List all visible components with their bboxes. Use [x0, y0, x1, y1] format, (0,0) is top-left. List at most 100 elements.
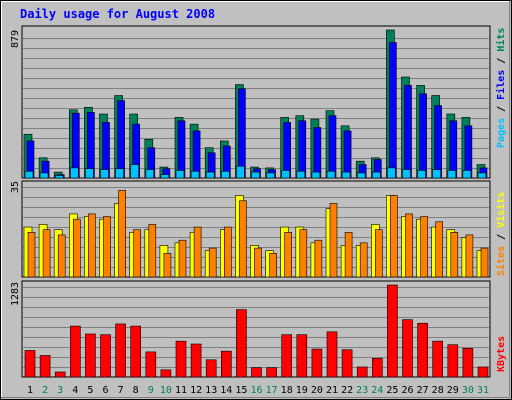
legend-slash-2: / — [496, 52, 507, 70]
pages-bar — [387, 167, 396, 179]
sites-bar — [359, 242, 368, 278]
x-tick-label: 28 — [432, 385, 444, 396]
kbytes-bar — [371, 358, 383, 378]
sites-bar — [314, 239, 323, 278]
sites-bar — [103, 216, 111, 278]
kbytes-bar — [85, 333, 96, 378]
kbytes-bar — [100, 334, 111, 378]
kbytes-bar — [387, 284, 398, 378]
kbytes-bar — [251, 367, 262, 378]
x-tick-label: 10 — [160, 385, 172, 396]
kbytes-bar — [160, 369, 172, 378]
legend-slash-1: / — [496, 100, 507, 118]
pages-bar — [311, 171, 321, 179]
x-tick-label: 24 — [371, 385, 383, 396]
pages-bar — [100, 169, 109, 179]
files-bar — [343, 130, 352, 179]
x-tick-label: 9 — [148, 385, 154, 396]
x-tick-label: 8 — [133, 385, 139, 396]
pages-bar — [296, 170, 306, 179]
legend-files: Files — [495, 70, 507, 100]
sites-bar — [42, 229, 51, 278]
pages-bar — [462, 170, 472, 179]
files-bar — [87, 112, 95, 179]
sites-bar — [465, 234, 474, 278]
pages-bar — [356, 172, 366, 179]
kbytes-bar — [296, 334, 308, 378]
sites-bar — [73, 218, 81, 278]
legend-slash-3: / — [496, 228, 507, 246]
kbytes-bar — [447, 344, 459, 378]
kbytes-bar — [39, 355, 51, 378]
files-bar — [328, 115, 337, 179]
pages-bar — [24, 170, 34, 179]
x-tick-label: 23 — [356, 385, 368, 396]
sites-bar — [374, 229, 383, 278]
x-tick-label: 29 — [447, 385, 459, 396]
sites-bar — [329, 203, 338, 278]
kbytes-bar — [70, 325, 81, 378]
x-tick-label: 21 — [326, 385, 338, 396]
pages-bar — [145, 169, 155, 179]
pages-bar — [402, 169, 411, 179]
x-axis-labels: 1 2 3 4 5 6 7 8 9 10 11 12 13 14 15 16 17 18 19 20 21 22 23 24 2… — [27, 385, 489, 396]
x-tick-label: 6 — [102, 385, 108, 396]
sites-bar — [390, 195, 398, 278]
sites-bar — [224, 226, 232, 278]
files-bar — [298, 120, 307, 179]
pages-bar — [160, 174, 170, 179]
x-tick-label: 16 — [250, 385, 262, 396]
x-tick-label: 18 — [281, 385, 293, 396]
x-tick-label: 26 — [401, 385, 413, 396]
bar-marks — [23, 29, 489, 378]
sites-bar — [27, 232, 36, 278]
pages-bar — [266, 172, 275, 179]
x-tick-label: 17 — [266, 385, 278, 396]
legend-kbytes: KBytes — [496, 336, 507, 372]
x-tick-label: 11 — [175, 385, 187, 396]
kbytes-bar — [54, 371, 66, 378]
kbytes-bar — [326, 331, 338, 378]
files-bar — [449, 120, 458, 179]
kbytes-bar — [477, 366, 489, 378]
pages-bar — [175, 170, 185, 179]
pages-bar — [190, 170, 200, 179]
legend-visits: Visits — [495, 192, 507, 228]
pages-bar — [39, 172, 49, 179]
x-tick-label: 1 — [27, 385, 33, 396]
x-tick-label: 27 — [417, 385, 429, 396]
files-bar — [192, 130, 201, 179]
pages-bar — [477, 172, 487, 179]
sites-bar — [405, 213, 413, 278]
panel1-max-label: 879 — [10, 30, 21, 48]
kbytes-bar — [341, 349, 353, 378]
pages-bar — [432, 169, 442, 179]
kbytes-bar — [311, 348, 323, 378]
kbytes-bar — [175, 340, 187, 378]
pages-bar — [115, 168, 124, 179]
pages-bar — [85, 168, 94, 179]
kbytes-bar — [205, 359, 217, 378]
kbytes-bar — [221, 350, 232, 378]
sites-bar — [118, 189, 126, 278]
x-tick-label: 4 — [72, 385, 78, 396]
files-bar — [434, 105, 443, 179]
kbytes-bar — [115, 323, 126, 378]
sites-bar — [163, 253, 172, 278]
files-bar — [177, 120, 186, 179]
x-tick-label: 22 — [341, 385, 353, 396]
kbytes-bar — [462, 348, 474, 378]
sites-bar — [269, 253, 277, 278]
sites-bar — [450, 232, 459, 278]
x-tick-label: 30 — [462, 385, 474, 396]
kbytes-bar — [145, 351, 157, 378]
sites-bar — [254, 247, 262, 278]
x-tick-label: 19 — [296, 385, 308, 396]
kbytes-bar — [432, 340, 444, 378]
x-tick-label: 12 — [190, 385, 202, 396]
pages-bar — [417, 170, 426, 179]
sites-bar — [480, 247, 489, 278]
pages-bar — [130, 164, 139, 179]
x-tick-label: 20 — [311, 385, 323, 396]
